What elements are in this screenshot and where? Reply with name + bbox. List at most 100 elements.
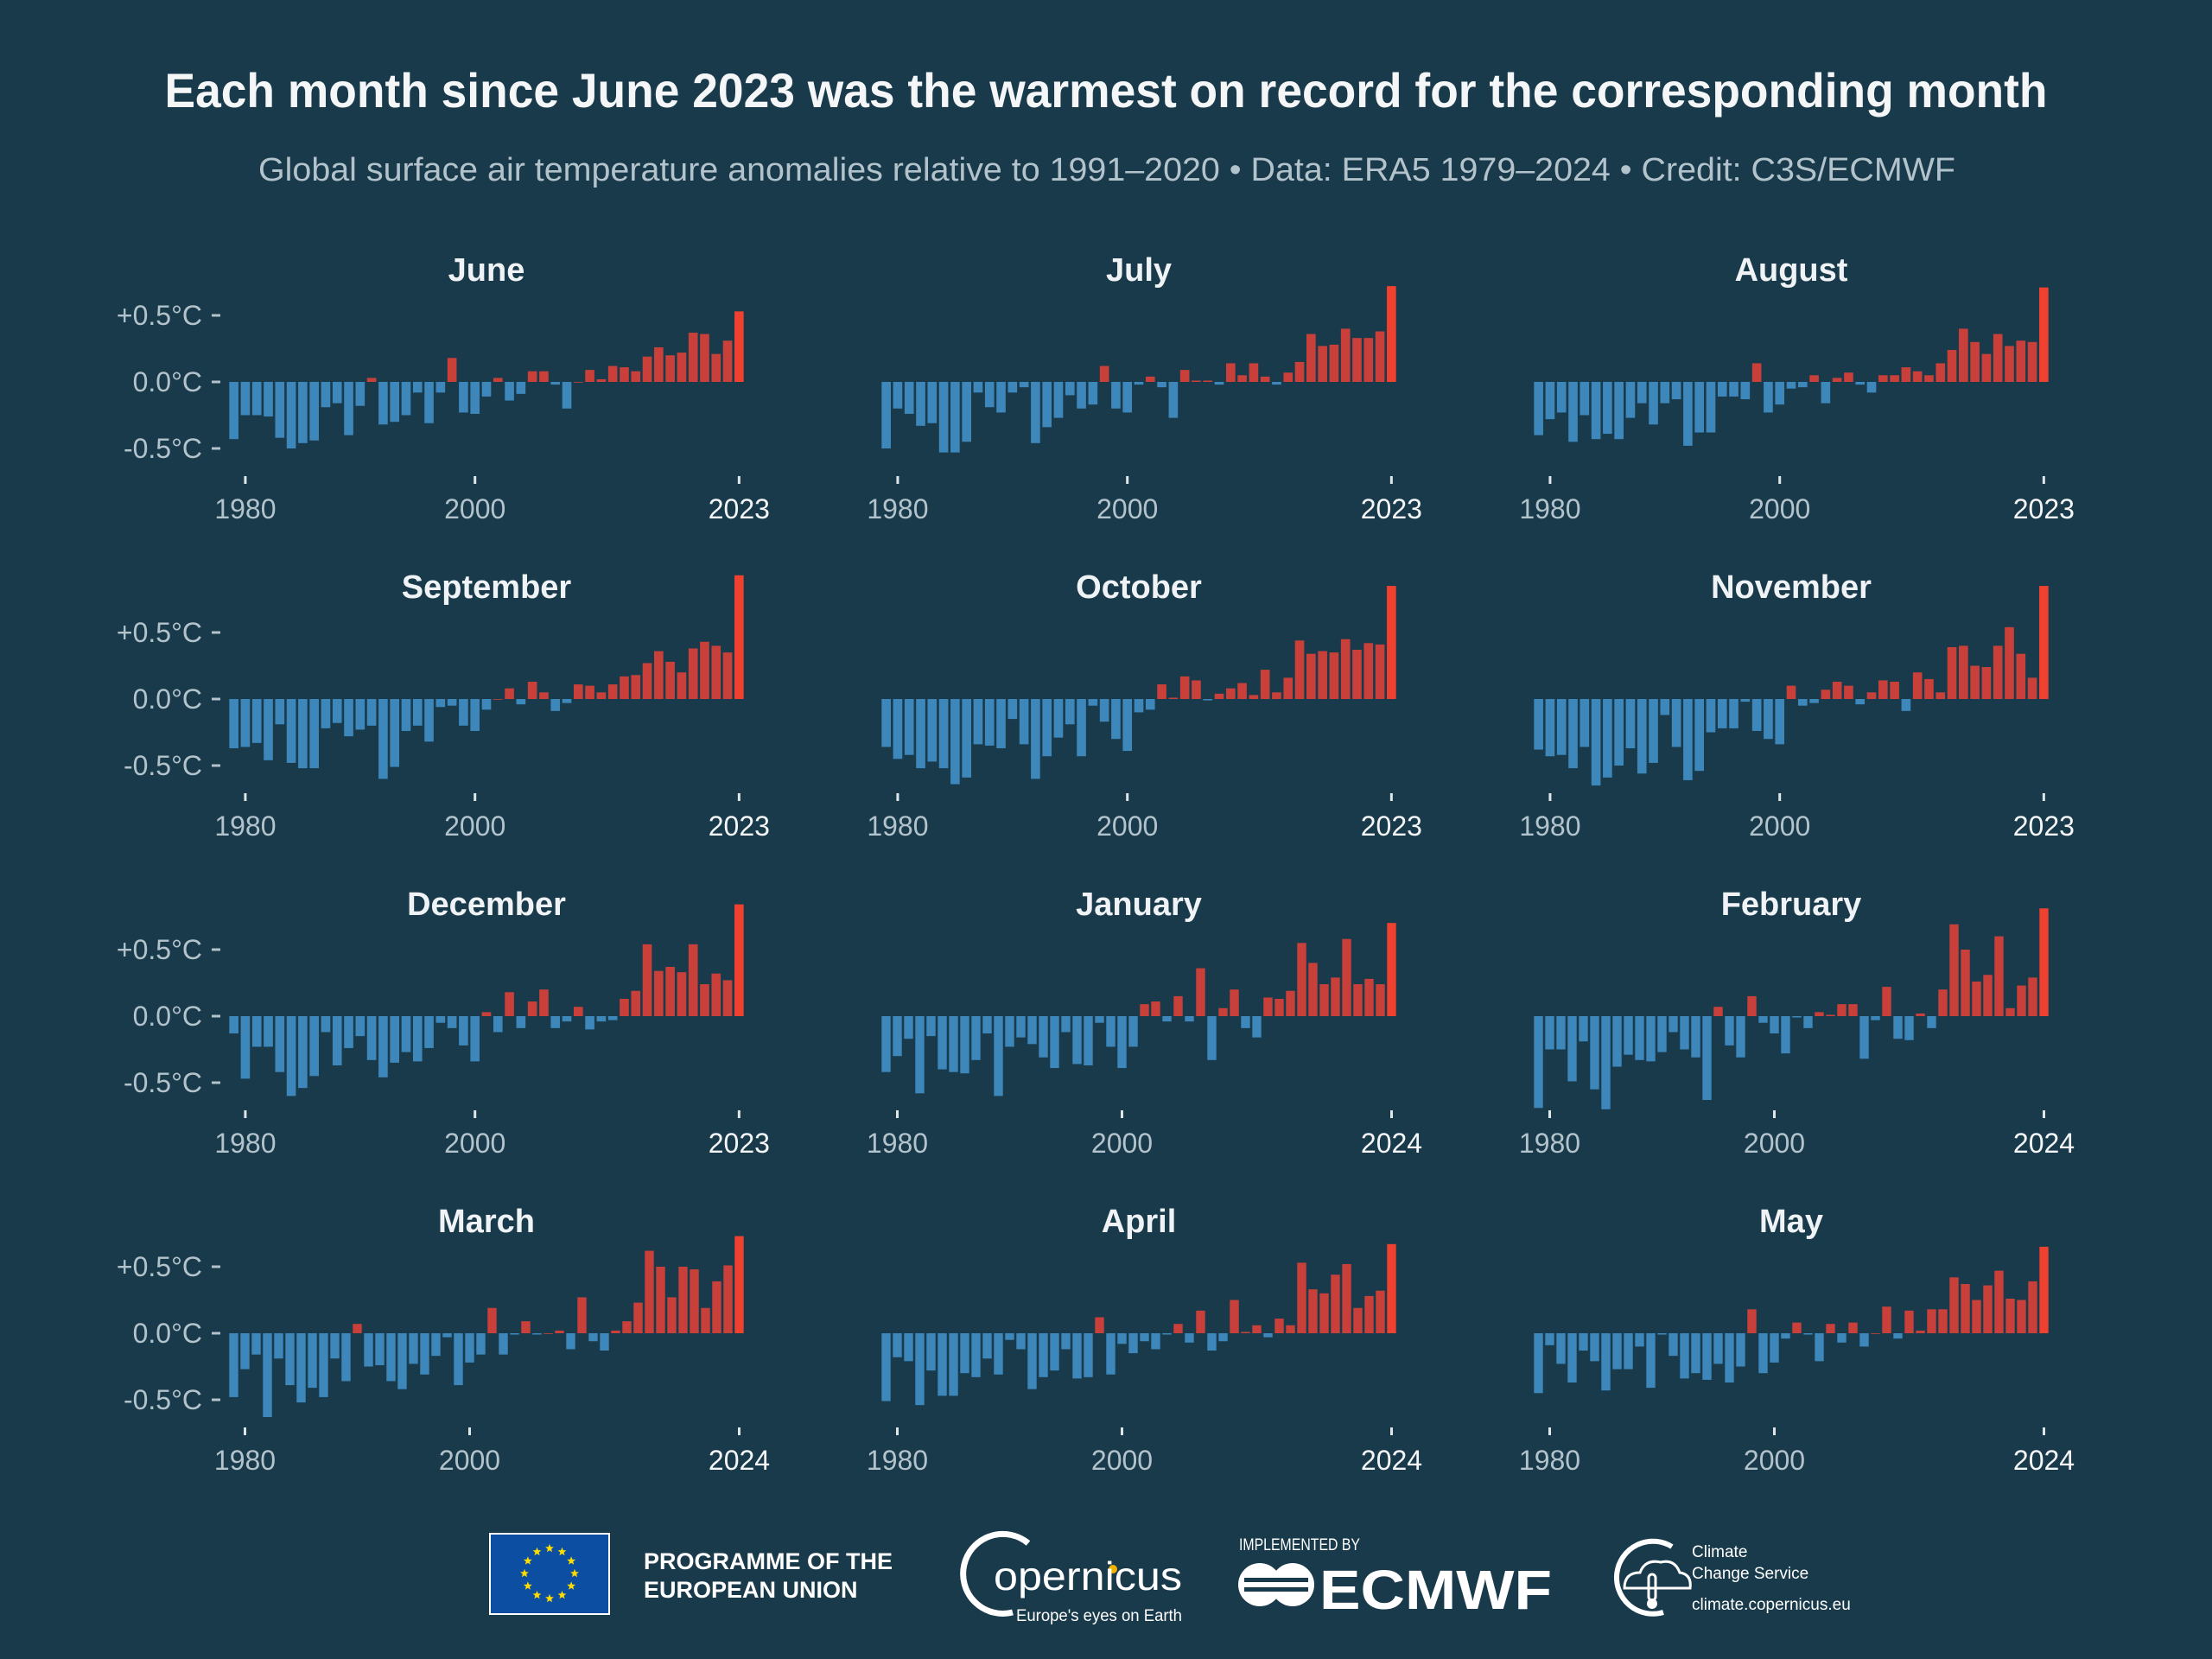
bar-1992: [1683, 382, 1693, 446]
x-tick-mark: [474, 1110, 477, 1118]
bar-1980: [240, 1016, 251, 1079]
x-tick-mark: [896, 476, 899, 484]
bar-2004: [516, 382, 526, 394]
bar-1985: [950, 382, 960, 453]
bar-1990: [1007, 382, 1018, 393]
eu-programme-line1: PROGRAMME OF THE: [644, 1548, 893, 1574]
bar-2004: [516, 699, 526, 705]
x-tick-mark: [1126, 793, 1129, 801]
bar-1987: [973, 699, 983, 745]
x-tick-mark: [1548, 793, 1552, 801]
bar-2010: [585, 685, 594, 699]
x-tick-label: 1980: [867, 810, 928, 842]
bar-2013: [1924, 375, 1934, 382]
bar-1982: [915, 1016, 925, 1094]
c3s-url: climate.copernicus.eu: [1692, 1596, 1851, 1614]
bar-2018: [677, 672, 687, 699]
x-tick-mark: [737, 1110, 741, 1118]
bar-2017: [1308, 963, 1318, 1016]
x-tick-mark: [896, 793, 899, 801]
bar-1980: [893, 1333, 902, 1357]
bar-2007: [1848, 1322, 1858, 1333]
bar-2011: [1249, 695, 1259, 699]
bar-1988: [1635, 1333, 1644, 1347]
bar-2020: [690, 1269, 699, 1333]
bar-1987: [321, 382, 331, 408]
panel-title: April: [1102, 1204, 1177, 1240]
bar-2007: [1855, 699, 1866, 705]
bar-1995: [1065, 382, 1075, 396]
x-tick-mark: [1389, 793, 1393, 801]
bar-2004: [1168, 697, 1179, 699]
bar-2018: [1972, 1300, 1981, 1333]
bar-1986: [309, 1016, 319, 1077]
x-tick-mark: [1773, 1427, 1776, 1435]
bar-2016: [1306, 334, 1316, 382]
bar-2019: [1993, 334, 2003, 382]
bar-2014: [1274, 998, 1284, 1016]
x-tick-label: 2024: [1361, 1445, 1422, 1476]
y-tick-mark: [212, 764, 220, 767]
bar-2009: [1871, 1333, 1880, 1334]
panel-march: March +0.5°C 0.0°C -0.5°C 1980 2000 2024: [117, 1204, 770, 1476]
bar-2023: [1376, 1290, 1385, 1333]
bar-2022: [1364, 1295, 1374, 1333]
bar-2021: [2016, 340, 2026, 382]
eu-star-icon: [545, 1543, 554, 1553]
bar-1997: [435, 699, 446, 708]
bar-2023: [1387, 286, 1396, 382]
bar-2000: [1117, 1333, 1127, 1344]
bar-2008: [1866, 382, 1877, 393]
panel-title: July: [1106, 252, 1172, 289]
bar-1991: [366, 1016, 377, 1060]
bar-2013: [620, 998, 629, 1016]
bar-1981: [1556, 1016, 1566, 1050]
bar-1989: [341, 1333, 351, 1382]
bar-1988: [1637, 382, 1647, 404]
bar-2017: [1318, 651, 1327, 699]
bar-2000: [470, 699, 480, 731]
bar-2020: [700, 641, 709, 699]
bar-1997: [1736, 1333, 1745, 1367]
bar-2015: [633, 1302, 643, 1333]
bar-1999: [1764, 382, 1773, 413]
bar-1992: [378, 1016, 388, 1077]
bar-2000: [1117, 1016, 1127, 1069]
panel-january: January 1980 2000 2024: [867, 887, 1422, 1159]
bar-2011: [1249, 363, 1259, 382]
bar-2000: [1775, 699, 1785, 745]
bar-2019: [1340, 639, 1351, 699]
bar-1994: [401, 1016, 411, 1052]
bar-1987: [971, 1333, 981, 1377]
bar-1999: [459, 1016, 468, 1046]
bar-2024: [2039, 1246, 2049, 1333]
bar-2016: [654, 970, 664, 1016]
bar-2015: [1294, 640, 1305, 699]
bar-2022: [1375, 331, 1385, 382]
x-tick-mark: [1548, 476, 1552, 484]
panel-title: September: [402, 569, 572, 606]
bar-1986: [1612, 1333, 1622, 1370]
bar-2018: [1319, 1293, 1329, 1333]
bar-1998: [442, 1333, 452, 1338]
bar-1992: [378, 382, 388, 425]
bar-1993: [390, 1016, 400, 1063]
bar-1991: [1016, 1016, 1026, 1038]
bar-2005: [1826, 1014, 1835, 1016]
x-tick-mark: [1548, 1110, 1551, 1118]
bar-2009: [1218, 1333, 1228, 1342]
small-multiples-grid: June +0.5°C 0.0°C -0.5°C 1980 2000 2023 July 198…: [117, 252, 2075, 1476]
bar-2002: [493, 699, 503, 700]
y-tick-label: +0.5°C: [117, 934, 202, 965]
bar-1995: [412, 1016, 423, 1062]
bar-2007: [1203, 380, 1213, 382]
bar-2023: [1387, 586, 1396, 699]
bar-2015: [1938, 1309, 1948, 1333]
bar-1997: [1084, 1333, 1093, 1377]
bar-2023: [723, 1265, 733, 1333]
bar-1995: [1713, 1333, 1723, 1364]
x-tick-label: 2024: [2013, 1128, 2075, 1159]
bar-1991: [366, 378, 377, 382]
bar-2018: [677, 353, 687, 382]
bar-2021: [711, 353, 721, 382]
